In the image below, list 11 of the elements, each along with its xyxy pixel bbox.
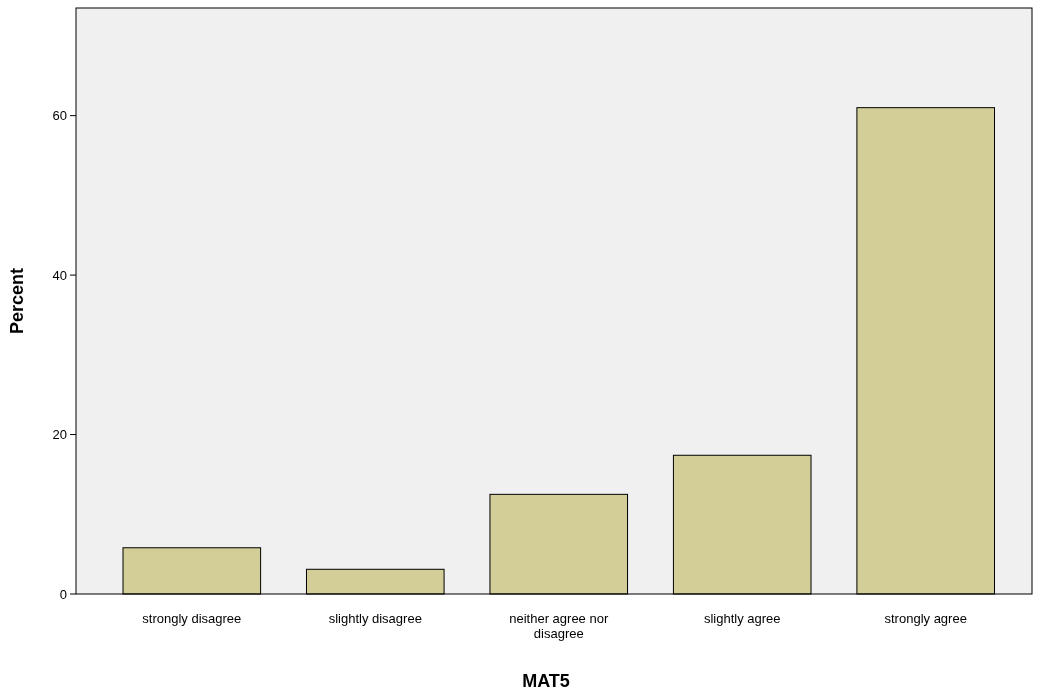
y-tick-label: 0	[59, 586, 67, 602]
y-axis-title: Percent	[7, 267, 27, 335]
x-axis-title: MAT5	[522, 671, 570, 691]
y-tick-label: 60	[52, 108, 67, 124]
y-tick-label: 20	[52, 427, 67, 443]
x-tick-label: neither agree nor disagree	[509, 611, 609, 641]
y-tick-label: 40	[52, 267, 67, 283]
x-tick-label: slightly agree	[703, 611, 781, 626]
x-tick-label: strongly disagree	[142, 611, 242, 626]
x-tick-label: strongly agree	[884, 611, 967, 626]
x-tick-label: slightly disagree	[328, 611, 422, 626]
